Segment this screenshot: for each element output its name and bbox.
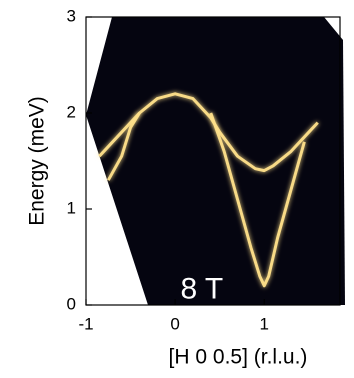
y-tick-label: 0 xyxy=(67,294,76,313)
y-tick-label: 2 xyxy=(67,102,76,121)
x-tick-label: 0 xyxy=(170,314,179,333)
y-tick-label: 1 xyxy=(67,198,76,217)
band-line xyxy=(209,112,306,288)
band-line xyxy=(98,92,319,173)
data-region xyxy=(86,17,345,305)
annotation: 8 T xyxy=(180,273,223,306)
band-line xyxy=(106,112,141,181)
plot-frame xyxy=(85,16,341,306)
x-axis-label: [H 0 0.5] (r.l.u.) xyxy=(169,346,308,369)
y-axis-label: Energy (meV) xyxy=(26,96,49,226)
x-tick-label: -1 xyxy=(78,314,93,333)
y-tick-label: 3 xyxy=(67,6,76,25)
x-tick-label: 1 xyxy=(260,314,269,333)
